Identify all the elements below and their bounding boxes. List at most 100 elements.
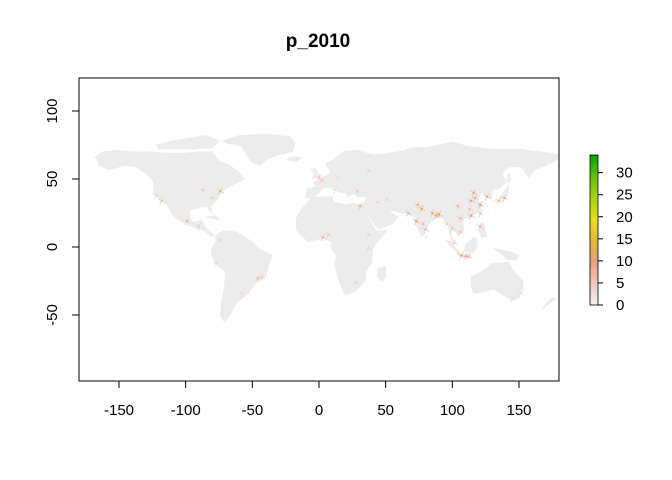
hotspot-cell bbox=[423, 209, 426, 212]
hotspot-cell bbox=[156, 191, 159, 194]
colorbar-legend: 0 5 10 15 20 25 30 bbox=[589, 154, 633, 314]
landmass-africa bbox=[295, 196, 388, 296]
landmass-sri-lanka bbox=[425, 234, 428, 240]
hotspot-cell bbox=[418, 221, 420, 224]
hotspot-cell bbox=[263, 277, 266, 280]
hotspot-cell bbox=[420, 225, 423, 228]
hotspot-cell bbox=[464, 254, 467, 256]
hotspot-cell bbox=[367, 233, 370, 236]
hotspot-cell bbox=[423, 231, 426, 233]
hotspot-cell bbox=[497, 199, 501, 202]
hotspot-cell bbox=[201, 188, 205, 192]
hotspot-cell bbox=[422, 205, 424, 207]
hotspot-cell bbox=[370, 171, 372, 173]
hotspot-cell bbox=[419, 205, 422, 207]
hotspot-cell bbox=[385, 198, 389, 201]
hotspot-cell bbox=[210, 200, 212, 202]
hotspot-cell bbox=[478, 214, 480, 217]
hotspot-cell bbox=[219, 239, 222, 242]
hotspot-cell bbox=[462, 254, 464, 256]
hotspot-cell bbox=[469, 214, 473, 217]
landmass-new-zealand bbox=[541, 296, 558, 310]
landmass-madagascar bbox=[377, 265, 387, 282]
hotspot-cell bbox=[522, 293, 524, 296]
hotspot-cell bbox=[370, 235, 372, 237]
hotspot-cell bbox=[324, 238, 327, 240]
hotspot-cell bbox=[424, 228, 427, 231]
hotspot-cell bbox=[499, 197, 502, 199]
hotspot-cell bbox=[200, 227, 203, 229]
hotspot-cell bbox=[471, 197, 474, 199]
hotspot-cell bbox=[463, 258, 466, 260]
hotspot-cell bbox=[254, 276, 256, 278]
y-tick-label: -50 bbox=[44, 304, 61, 326]
hotspot-cell bbox=[468, 202, 471, 205]
hotspot-cell bbox=[470, 190, 472, 192]
hotspot-cell bbox=[367, 169, 370, 172]
hotspot-cell bbox=[452, 241, 455, 245]
hotspot-cell bbox=[256, 277, 259, 280]
landmass-new-guinea bbox=[493, 248, 520, 262]
hotspot-cell bbox=[158, 195, 160, 198]
hotspot-cell bbox=[332, 191, 335, 194]
hotspot-cell bbox=[374, 200, 376, 202]
hotspot-cell bbox=[163, 201, 166, 203]
hotspot-cell bbox=[516, 291, 519, 293]
hotspot-cell bbox=[437, 213, 441, 216]
hotspot-cell bbox=[412, 219, 415, 221]
colorbar-tick-label: 15 bbox=[616, 231, 633, 248]
hotspot-cell bbox=[451, 244, 454, 247]
hotspot-cell bbox=[506, 198, 508, 201]
hotspot-cell bbox=[219, 190, 222, 193]
hotspot-cell bbox=[336, 172, 339, 175]
hotspot-cell bbox=[458, 202, 460, 205]
hotspot-cell bbox=[370, 248, 372, 251]
hotspot-cell bbox=[420, 207, 423, 211]
x-tick-label: -50 bbox=[241, 402, 263, 419]
hotspot-cell bbox=[415, 206, 418, 209]
map-area bbox=[94, 133, 560, 323]
hotspot-cell bbox=[414, 202, 416, 205]
hotspot-cell bbox=[315, 175, 318, 178]
hotspot-cell bbox=[471, 209, 474, 212]
hotspot-cell bbox=[358, 208, 360, 210]
hotspot-cell bbox=[471, 195, 474, 198]
hotspot-cell bbox=[475, 193, 478, 195]
hotspot-cell bbox=[320, 239, 323, 241]
hotspot-cell bbox=[368, 244, 371, 247]
hotspot-cell bbox=[324, 232, 327, 235]
hotspot-cell bbox=[360, 202, 363, 205]
hotspot-cell bbox=[428, 210, 431, 213]
hotspot-cell bbox=[476, 224, 479, 226]
hotspot-cell bbox=[416, 217, 419, 220]
hotspot-cell bbox=[450, 240, 452, 243]
hotspot-cell bbox=[330, 235, 332, 237]
hotspot-cell bbox=[472, 191, 475, 194]
landmass-philippines bbox=[478, 221, 488, 238]
hotspot-cell bbox=[462, 232, 464, 235]
hotspot-cell bbox=[383, 197, 386, 199]
colorbar-tick-label: 30 bbox=[616, 165, 633, 182]
hotspot-cell bbox=[440, 214, 443, 217]
hotspot-cell bbox=[485, 195, 489, 198]
hotspot-cell bbox=[239, 295, 242, 297]
hotspot-cell bbox=[438, 216, 440, 218]
hotspot-cell bbox=[376, 200, 379, 204]
hotspot-cell bbox=[375, 204, 378, 206]
landmass-north-america bbox=[94, 149, 245, 237]
hotspot-cell bbox=[333, 188, 337, 192]
landmass-iceland bbox=[286, 156, 302, 162]
hotspot-cell bbox=[379, 202, 382, 205]
hotspot-cell bbox=[356, 204, 359, 206]
hotspot-cell bbox=[454, 228, 456, 231]
hotspot-cell bbox=[364, 168, 367, 171]
hotspot-cell bbox=[467, 255, 470, 258]
hotspot-cell bbox=[480, 201, 483, 203]
hotspot-cell bbox=[500, 195, 503, 198]
hotspot-cell bbox=[470, 257, 472, 259]
hotspot-cell bbox=[487, 193, 490, 195]
hotspot-cell bbox=[518, 295, 520, 297]
hotspot-cell bbox=[321, 236, 325, 239]
hotspot-cell bbox=[418, 201, 420, 203]
landmass-arctic-islands bbox=[155, 135, 220, 150]
